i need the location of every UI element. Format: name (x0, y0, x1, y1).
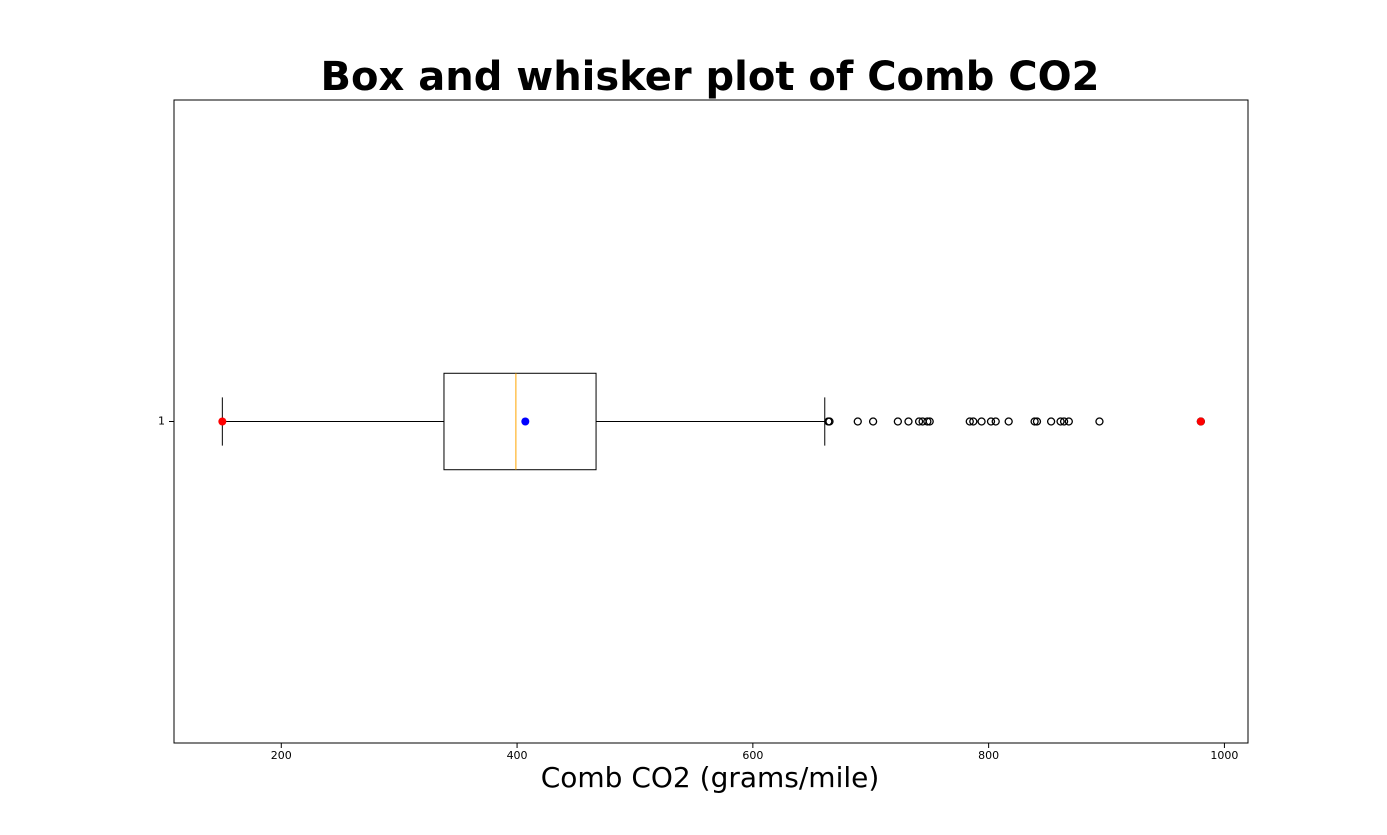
y-tick-label: 1 (158, 415, 165, 428)
outlier (969, 417, 978, 426)
max-marker (1196, 417, 1205, 426)
outlier (1046, 417, 1056, 426)
outlier (853, 417, 862, 426)
chart-title: Box and whisker plot of Comb CO2 (321, 54, 1100, 100)
outlier (1095, 417, 1104, 426)
outlier (1064, 417, 1073, 426)
x-tick-label: 1000 (1210, 749, 1238, 762)
x-tick-label: 400 (507, 749, 528, 762)
mean-marker (521, 417, 530, 426)
outlier (1030, 417, 1039, 426)
outlier (893, 417, 903, 426)
outlier (986, 417, 996, 426)
outlier (868, 417, 878, 426)
outlier (977, 417, 986, 426)
outlier (1056, 417, 1065, 426)
x-tick-label: 800 (978, 749, 999, 762)
outlier (1004, 417, 1013, 426)
outlier (1032, 417, 1042, 426)
x-tick-label: 600 (742, 749, 763, 762)
outlier (1059, 417, 1069, 426)
outlier (914, 417, 924, 426)
outlier (991, 417, 1000, 426)
outlier (825, 417, 834, 426)
outlier (923, 417, 932, 426)
x-tick-label: 200 (271, 749, 292, 762)
box (443, 372, 597, 471)
outlier (965, 417, 974, 426)
outlier (925, 417, 934, 426)
x-axis-label: Comb CO2 (grams/mile) (541, 761, 880, 794)
min-marker (218, 417, 227, 426)
outlier (904, 417, 913, 426)
